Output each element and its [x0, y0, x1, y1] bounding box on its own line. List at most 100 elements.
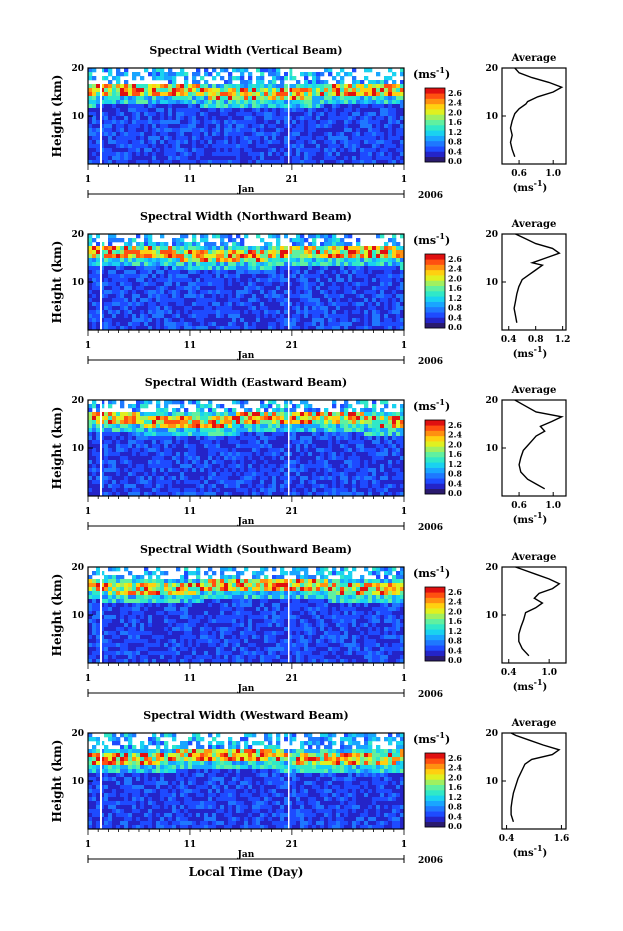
heatmap-cell [308, 84, 313, 89]
heatmap-cell [348, 160, 353, 165]
heatmap-cell [260, 274, 265, 279]
heatmap-cell [200, 96, 205, 101]
heatmap-cell [100, 132, 105, 137]
heatmap-cell [152, 104, 157, 109]
heatmap-cell [104, 412, 109, 417]
heatmap-cell [220, 480, 225, 485]
heatmap-cell [96, 88, 101, 93]
heatmap-cell [396, 322, 401, 327]
colorbar-swatch [425, 312, 445, 318]
heatmap-cell [116, 148, 121, 153]
heatmap-cell [148, 262, 153, 267]
heatmap-cell [388, 84, 393, 89]
heatmap-cell [104, 274, 109, 279]
heatmap-cell [380, 92, 385, 97]
heatmap-cell [220, 278, 225, 283]
heatmap-cell [180, 262, 185, 267]
heatmap-cell [200, 140, 205, 145]
heatmap-cell [140, 270, 145, 275]
heatmap-cell [324, 156, 329, 161]
heatmap-cell [124, 432, 129, 437]
heatmap-cell [308, 148, 313, 153]
heatmap-cell [92, 282, 97, 287]
heatmap-cell [204, 460, 209, 465]
heatmap-cell [260, 282, 265, 287]
heatmap-cell [152, 278, 157, 283]
heatmap-cell [208, 250, 213, 255]
heatmap-cell [300, 132, 305, 137]
heatmap-cell [260, 432, 265, 437]
heatmap-cell [216, 140, 221, 145]
heatmap-cell [116, 68, 121, 73]
heatmap-cell [88, 480, 93, 485]
heatmap-cell [224, 120, 229, 125]
heatmap-cell [300, 234, 305, 239]
heatmap-cell [152, 254, 157, 259]
heatmap-cell [300, 156, 305, 161]
heatmap-cell [200, 132, 205, 137]
heatmap-cell [388, 160, 393, 165]
heatmap-cell [220, 104, 225, 109]
heatmap-cell [176, 464, 181, 469]
heatmap-cell [228, 234, 233, 239]
heatmap-cell [132, 144, 137, 149]
heatmap-cell [304, 318, 309, 323]
heatmap-cell [300, 152, 305, 157]
heatmap-cell [200, 294, 205, 299]
heatmap-cell [160, 72, 165, 77]
heatmap-cell [156, 472, 161, 477]
heatmap-cell [124, 108, 129, 113]
heatmap-cell [324, 120, 329, 125]
heatmap-cell [280, 428, 285, 433]
heatmap-cell [252, 270, 257, 275]
heatmap-cell [392, 322, 397, 327]
heatmap-cell [88, 234, 93, 239]
heatmap-cell [332, 140, 337, 145]
heatmap-cell [320, 286, 325, 291]
heatmap-cell [92, 270, 97, 275]
heatmap-cell [100, 444, 105, 449]
heatmap-cell [324, 306, 329, 311]
heatmap-cell [288, 246, 293, 251]
heatmap-cell [256, 100, 261, 105]
heatmap-cell [104, 420, 109, 425]
heatmap-cell [356, 108, 361, 113]
heatmap-cell [296, 302, 301, 307]
heatmap-cell [136, 424, 141, 429]
heatmap-cell [240, 302, 245, 307]
heatmap-cell [208, 306, 213, 311]
heatmap-cell [144, 476, 149, 481]
heatmap-cell [340, 262, 345, 267]
heatmap-cell [188, 436, 193, 441]
heatmap-cell [240, 432, 245, 437]
heatmap-cell [176, 282, 181, 287]
heatmap-cell [132, 452, 137, 457]
heatmap-cell [376, 274, 381, 279]
heatmap-cell [244, 254, 249, 259]
heatmap-cell [312, 92, 317, 97]
heatmap-cell [220, 476, 225, 481]
heatmap-cell [176, 420, 181, 425]
heatmap-cell [272, 136, 277, 141]
heatmap-cell [260, 480, 265, 485]
heatmap-cell [232, 424, 237, 429]
heatmap-cell [256, 472, 261, 477]
heatmap-cell [116, 480, 121, 485]
heatmap-cell [92, 310, 97, 315]
heatmap-cell [328, 274, 333, 279]
heatmap-cell [380, 156, 385, 161]
heatmap-cell [284, 72, 289, 77]
heatmap-cell [92, 420, 97, 425]
heatmap-cell [284, 100, 289, 105]
heatmap-cell [148, 306, 153, 311]
heatmap-cell [92, 326, 97, 331]
heatmap-cell [180, 282, 185, 287]
heatmap-cell [152, 440, 157, 445]
heatmap-cell [96, 424, 101, 429]
heatmap-cell [168, 416, 173, 421]
heatmap-cell [364, 286, 369, 291]
heatmap-cell [316, 108, 321, 113]
heatmap-cell [260, 310, 265, 315]
heatmap-cell [88, 424, 93, 429]
heatmap-cell [244, 124, 249, 129]
